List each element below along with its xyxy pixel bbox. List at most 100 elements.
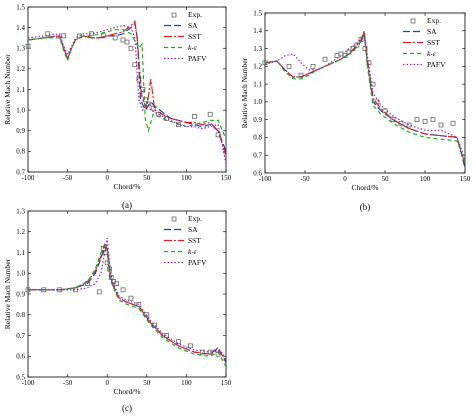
exp-data-point: [41, 287, 47, 293]
series-line-pafv: [28, 24, 226, 164]
exp-data-point: [132, 62, 138, 68]
x-axis-label: Chord/%: [113, 387, 140, 396]
chart-panel-3: -100 -50 0 50 100 150 0.5 0.6 0.7 0.8 0.9 1.0 1.1 1.2…: [3, 207, 232, 413]
exp-data-point: [120, 287, 126, 293]
x-tick-label: 100: [420, 175, 431, 183]
exp-data-point: [354, 42, 360, 48]
exp-data-point: [103, 250, 108, 255]
legend-label: Exp.: [427, 16, 441, 25]
x-axis-label: Chord/%: [113, 182, 140, 191]
legend-label: k-ε: [188, 43, 197, 52]
exp-data-point: [438, 122, 444, 128]
exp-data-point: [176, 122, 181, 127]
legend-label: PAFV: [188, 258, 207, 267]
legend-label: SST: [188, 236, 201, 245]
chart-panel-2: -100 -50 0 50 100 150 0.6 0.7 0.8 0.9 1.0 1.1 1.2 1.3…: [240, 9, 471, 212]
legend: Exp. SA SST k-ε PAFV: [403, 16, 446, 69]
x-tick-label: 150: [221, 379, 232, 387]
y-tick-label: 1.4: [253, 27, 262, 35]
exp-data-point: [342, 53, 348, 59]
chart-panel-1: -100 -50 0 50 100 150 0.7 0.8 0.9 1.0 1.1 1.2 1.3 1.4…: [3, 3, 232, 210]
panel-caption: (a): [122, 200, 132, 210]
legend-label: PAFV: [188, 54, 207, 63]
exp-data-point: [61, 33, 66, 39]
exp-data-point: [108, 275, 114, 280]
y-tick-label: 0.7: [253, 152, 262, 160]
exp-data-point: [215, 132, 221, 138]
exp-data-point: [164, 116, 169, 121]
y-tick-label: 0.6: [16, 353, 25, 361]
y-tick-label: 1.4: [16, 24, 25, 32]
y-tick-label: 1.5: [16, 3, 25, 11]
legend-exp-symbol: [410, 18, 416, 24]
exp-data-point: [104, 260, 110, 266]
x-tick-label: 150: [221, 174, 232, 182]
exp-data-point: [85, 281, 90, 286]
exp-data-point: [414, 117, 420, 123]
y-tick-label: 1.3: [16, 45, 25, 53]
x-tick-label: 150: [460, 175, 471, 183]
y-axis-label: Relative Mach Number: [3, 54, 12, 125]
x-tick-label: -100: [22, 174, 35, 182]
exp-data-point: [199, 349, 205, 355]
y-tick-label: 1.3: [253, 45, 262, 53]
panel-caption: (c): [122, 403, 132, 413]
legend-exp-symbol: [171, 216, 177, 222]
x-tick-label: 100: [181, 379, 192, 387]
series-line-k: [265, 32, 465, 163]
exp-data-point: [152, 322, 158, 328]
exp-data-point: [120, 37, 126, 43]
y-tick-label: 1.0: [253, 98, 262, 106]
y-tick-label: 0.8: [253, 134, 262, 142]
y-tick-label: 0.5: [16, 373, 25, 381]
exp-data-point: [107, 266, 112, 272]
exp-data-point: [382, 108, 388, 114]
exp-data-point: [128, 45, 134, 51]
legend-label: SA: [427, 27, 437, 36]
y-tick-label: 1.3: [16, 207, 25, 215]
x-tick-label: -50: [63, 174, 73, 182]
exp-data-point: [77, 33, 82, 39]
y-tick-label: 0.7: [16, 168, 25, 176]
exp-data-point: [156, 111, 162, 117]
y-tick-label: 1.1: [16, 86, 25, 94]
legend-label: SA: [188, 225, 198, 234]
exp-data-point: [430, 117, 436, 123]
y-tick-label: 1.2: [16, 228, 25, 236]
exp-data-point: [370, 81, 376, 87]
exp-data-point: [144, 312, 150, 318]
exp-data-point: [362, 46, 368, 51]
exp-data-point: [100, 246, 106, 251]
y-tick-label: 0.9: [16, 290, 25, 298]
x-tick-label: 0: [105, 379, 109, 387]
exp-data-point: [136, 76, 142, 82]
exp-data-point: [390, 117, 396, 123]
series-line-k: [28, 242, 226, 367]
exp-data-point: [450, 120, 456, 126]
y-tick-label: 1.1: [16, 249, 25, 257]
exp-data-point: [25, 287, 31, 293]
exp-data-point: [57, 287, 63, 293]
exp-data-point: [124, 39, 130, 45]
exp-data-point: [398, 120, 404, 126]
series-line-sst: [28, 20, 226, 156]
exp-data-point: [358, 37, 364, 43]
exp-data-point: [164, 333, 169, 338]
exp-data-point: [366, 60, 372, 66]
y-tick-label: 0.9: [253, 116, 262, 124]
x-tick-label: 50: [143, 174, 151, 182]
exp-data-point: [350, 46, 356, 51]
exp-data-point: [25, 43, 31, 49]
y-tick-label: 0.9: [16, 127, 25, 135]
exp-data-point: [346, 49, 352, 55]
exp-data-point: [422, 119, 428, 124]
exp-data-point: [286, 63, 292, 69]
legend-label: SST: [188, 32, 201, 41]
exp-data-point: [334, 53, 340, 59]
exp-data-point: [188, 343, 193, 349]
legend-label: k-ε: [427, 49, 436, 58]
x-tick-label: -50: [63, 379, 73, 387]
exp-data-point: [114, 281, 120, 286]
series-line-pafv: [28, 237, 226, 359]
